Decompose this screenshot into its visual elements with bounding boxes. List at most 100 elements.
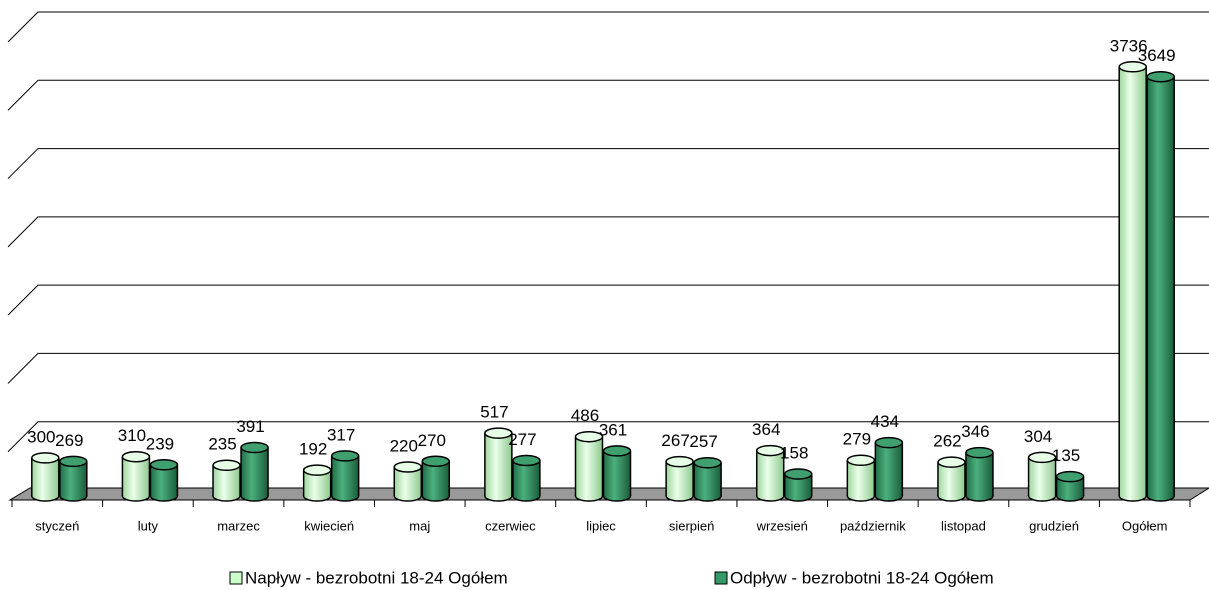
- value-label: 239: [146, 434, 174, 453]
- value-label: 262: [933, 432, 961, 451]
- bar-outline: [1055, 476, 1085, 496]
- bar-outline: [512, 460, 541, 496]
- bar-outline: [965, 452, 994, 496]
- bar-top: [1146, 70, 1175, 83]
- x-tick-label: kwiecień: [304, 518, 354, 533]
- bar-outline: [59, 461, 88, 496]
- bar: [484, 433, 512, 496]
- bar: [875, 442, 903, 496]
- value-label: 364: [752, 420, 780, 439]
- bar-outline: [484, 433, 513, 496]
- x-tick-label: Ogółem: [1122, 518, 1168, 533]
- grid-line: [7, 284, 1209, 316]
- grid-line: [7, 79, 1209, 111]
- x-tick-label: styczeń: [35, 518, 79, 533]
- bar: [603, 450, 631, 496]
- value-label: 270: [418, 431, 446, 450]
- bar-outline: [1027, 457, 1057, 496]
- bar-outline: [755, 450, 785, 496]
- bar: [756, 450, 784, 496]
- value-label: 135: [1052, 446, 1080, 465]
- value-label: 192: [299, 440, 327, 459]
- bar-top: [1118, 61, 1147, 73]
- value-label: 310: [118, 426, 146, 445]
- x-tick-label: grudzień: [1029, 518, 1079, 533]
- bar-outline: [330, 455, 360, 496]
- bar-outline: [937, 462, 966, 496]
- value-label: 300: [27, 427, 55, 446]
- value-label: 434: [871, 412, 899, 431]
- bar-top: [755, 444, 785, 457]
- legend-label: Napływ - bezrobotni 18-24 Ogółem: [245, 568, 508, 587]
- bar-top: [937, 456, 966, 468]
- bar-outline: [846, 460, 876, 496]
- bar-outline: [302, 470, 332, 496]
- legend-swatch: [229, 571, 243, 585]
- bar-top: [31, 452, 60, 464]
- x-tick-label: październik: [840, 518, 906, 533]
- value-label: 220: [390, 436, 418, 455]
- bar-top: [874, 436, 904, 449]
- bar-top: [665, 455, 694, 468]
- grid-line: [7, 11, 1209, 43]
- bar-outline: [1146, 76, 1175, 496]
- bar-outline: [693, 462, 722, 496]
- bar-outline: [1118, 66, 1147, 496]
- bar-top: [783, 468, 813, 480]
- legend-label: Odpływ - bezrobotni 18-24 Ogółem: [730, 568, 994, 587]
- grid-line: [7, 148, 1209, 179]
- grid: [7, 11, 1209, 453]
- bar-top: [59, 455, 88, 468]
- bar-top: [393, 461, 423, 473]
- x-tick-label: sierpień: [669, 518, 715, 533]
- bar-top: [965, 446, 994, 459]
- bar: [422, 461, 450, 496]
- bar-top: [149, 459, 179, 471]
- x-tick-label: lipiec: [586, 518, 616, 533]
- x-tick-label: luty: [138, 518, 159, 533]
- value-label: 279: [843, 430, 871, 449]
- bar-top: [240, 441, 269, 454]
- bar: [512, 460, 540, 496]
- x-tick-label: marzec: [217, 518, 260, 533]
- x-tick-label: maj: [409, 518, 430, 533]
- grid-line: [7, 352, 1209, 384]
- bar-top: [212, 459, 241, 472]
- value-label: 346: [961, 422, 989, 441]
- bar: [59, 461, 87, 496]
- bar-top: [1055, 470, 1085, 483]
- bar-outline: [393, 466, 423, 496]
- bar-top: [421, 455, 451, 468]
- bar-outline: [574, 436, 604, 496]
- bar: [784, 474, 812, 496]
- bar: [331, 455, 359, 496]
- bar-top: [330, 450, 360, 462]
- bar-top: [693, 457, 722, 469]
- bar-top: [574, 430, 604, 443]
- value-label: 269: [55, 431, 83, 450]
- bar-outline: [602, 450, 632, 496]
- value-label: 257: [689, 432, 717, 451]
- bar-outline: [121, 456, 151, 496]
- bar-top: [484, 427, 513, 439]
- value-label: 235: [208, 435, 236, 454]
- value-label: 517: [480, 403, 508, 422]
- bar-top: [1027, 451, 1057, 464]
- bar: [31, 457, 59, 496]
- bar: [575, 436, 603, 496]
- bar: [847, 460, 875, 496]
- bar: [1147, 76, 1175, 496]
- bar-outline: [421, 461, 451, 496]
- value-label: 3736: [1110, 36, 1148, 55]
- grid-line: [7, 216, 1209, 248]
- x-tick-label: czerwiec: [485, 518, 536, 533]
- value-label: 3649: [1138, 46, 1176, 65]
- grid-line: [7, 421, 1209, 453]
- bar: [122, 456, 150, 496]
- bar-outline: [212, 465, 241, 496]
- bar: [241, 447, 269, 496]
- bar: [1028, 457, 1056, 496]
- x-tick-label: listopad: [941, 518, 986, 533]
